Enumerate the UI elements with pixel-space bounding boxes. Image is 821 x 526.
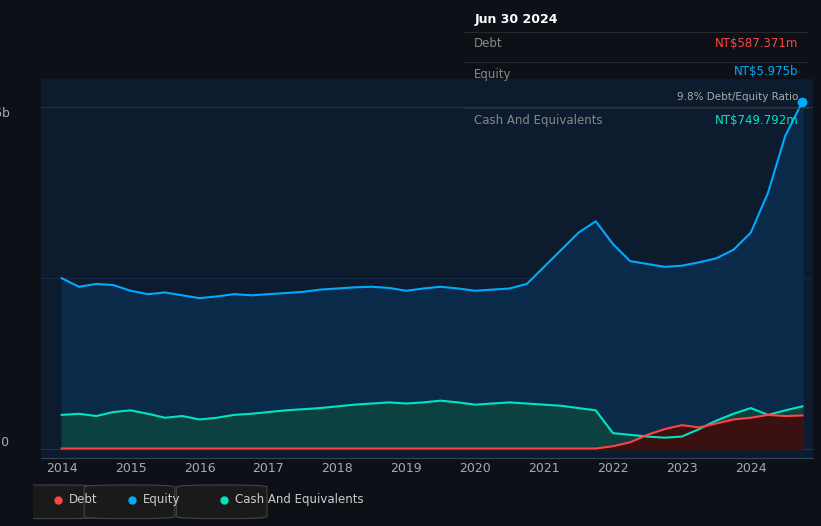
FancyBboxPatch shape xyxy=(177,485,267,519)
Text: Debt: Debt xyxy=(69,493,98,506)
Text: Equity: Equity xyxy=(475,68,511,81)
Text: NT$749.792m: NT$749.792m xyxy=(714,115,798,127)
Text: Jun 30 2024: Jun 30 2024 xyxy=(475,13,557,26)
Text: NT$5.975b: NT$5.975b xyxy=(734,65,798,78)
Text: Cash And Equivalents: Cash And Equivalents xyxy=(236,493,364,506)
FancyBboxPatch shape xyxy=(10,485,101,519)
Text: Cash And Equivalents: Cash And Equivalents xyxy=(475,115,603,127)
Text: NT$6b: NT$6b xyxy=(0,107,10,120)
Text: Debt: Debt xyxy=(475,37,502,50)
FancyBboxPatch shape xyxy=(85,485,175,519)
Text: Equity: Equity xyxy=(143,493,181,506)
Text: NT$0: NT$0 xyxy=(0,436,10,449)
Text: NT$587.371m: NT$587.371m xyxy=(715,37,798,50)
Text: 9.8% Debt/Equity Ratio: 9.8% Debt/Equity Ratio xyxy=(677,92,798,102)
